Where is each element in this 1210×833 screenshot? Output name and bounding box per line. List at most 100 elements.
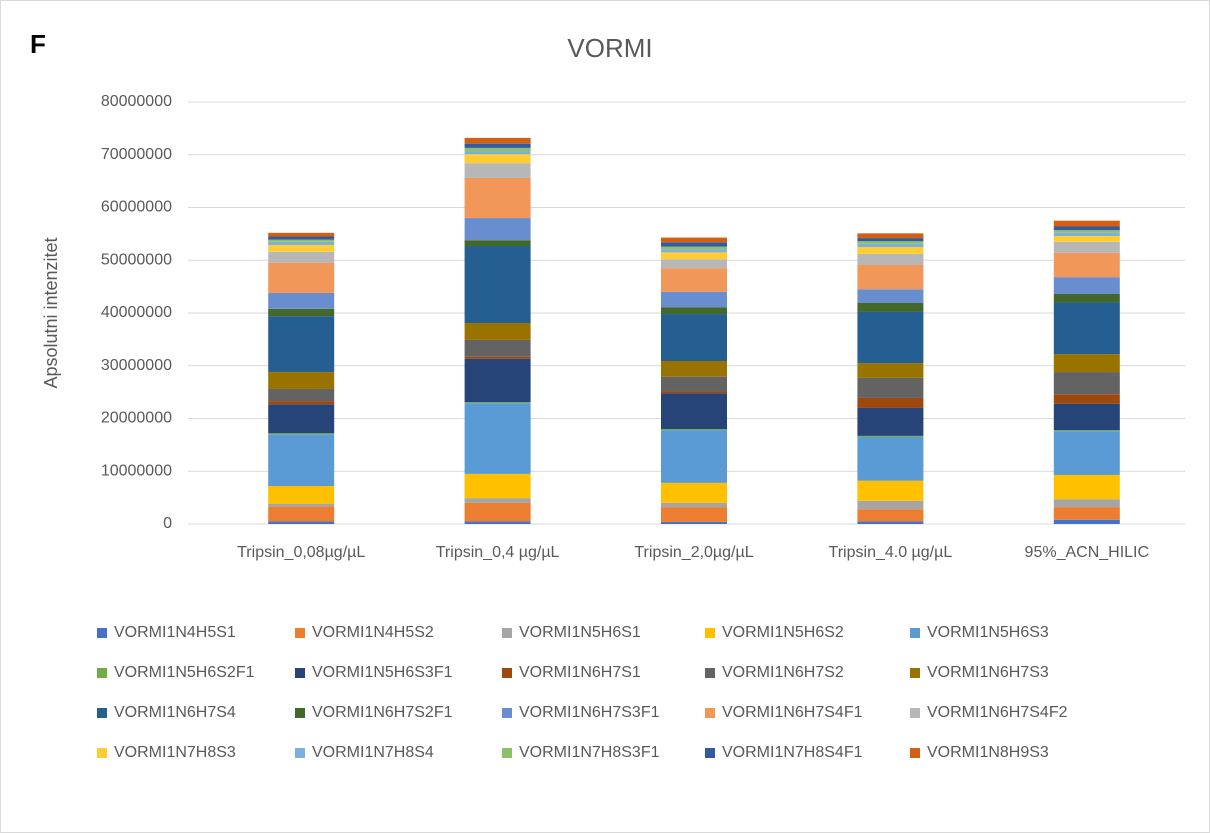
- chart-title: VORMI: [567, 33, 652, 63]
- bar-segment: [857, 289, 924, 303]
- bar-segment: [1053, 431, 1120, 475]
- bar-segment: [857, 247, 924, 254]
- bar-segment: [1053, 252, 1120, 278]
- x-tick-label: Tripsin_0,4 µg/µL: [436, 544, 560, 561]
- bar-segment: [661, 502, 727, 508]
- legend-swatch: [910, 628, 920, 638]
- bar-segment: [661, 482, 727, 503]
- legend-label: VORMI1N6H7S1: [519, 664, 641, 681]
- legend-swatch: [910, 708, 920, 718]
- bar-segment: [857, 377, 924, 398]
- legend-label: VORMI1N5H6S2: [722, 624, 844, 641]
- bar-segment: [661, 507, 727, 522]
- legend-label: VORMI1N6H7S4: [114, 704, 236, 721]
- legend-swatch: [97, 748, 107, 758]
- bar-segment: [464, 246, 531, 324]
- x-tick-label: 95%_ACN_HILIC: [1025, 544, 1150, 561]
- bar-segment: [268, 232, 335, 237]
- bar-segment: [661, 307, 727, 315]
- bar-segment: [661, 252, 727, 260]
- legend-label: VORMI1N4H5S1: [114, 624, 236, 641]
- bar-segment: [464, 163, 531, 178]
- legend-label: VORMI1N7H8S3: [114, 744, 236, 761]
- y-tick-label: 20000000: [101, 410, 172, 427]
- legend-swatch: [705, 668, 715, 678]
- bar-segment: [464, 240, 531, 247]
- bar-segment: [1053, 403, 1120, 431]
- bar-segment: [661, 268, 727, 292]
- legend-swatch: [295, 748, 305, 758]
- legend-swatch: [502, 708, 512, 718]
- bar-segment: [1053, 235, 1120, 242]
- bar-segment: [464, 137, 531, 144]
- legend-label: VORMI1N5H6S3F1: [312, 664, 453, 681]
- legend-label: VORMI1N6H7S4F1: [722, 704, 863, 721]
- legend-label: VORMI1N7H8S4F1: [722, 744, 863, 761]
- bar-segment: [857, 500, 924, 510]
- bar-segment: [1053, 220, 1120, 227]
- legend-swatch: [97, 628, 107, 638]
- bar-segment: [268, 262, 335, 293]
- bar-segment: [268, 486, 335, 504]
- bar-segment: [857, 407, 924, 436]
- bar-segment: [464, 502, 531, 522]
- bar-segment: [1053, 394, 1120, 404]
- bar-segment: [857, 241, 924, 244]
- legend-label: VORMI1N4H5S2: [312, 624, 434, 641]
- bar-segment: [268, 433, 335, 435]
- bar-segment: [857, 253, 924, 265]
- bar-segment: [464, 403, 531, 474]
- legend-swatch: [502, 628, 512, 638]
- bar-segment: [268, 503, 335, 507]
- bar-segment: [857, 233, 924, 239]
- bar-segment: [1053, 354, 1120, 373]
- bar-segment: [661, 259, 727, 269]
- x-tick-label: Tripsin_2,0µg/µL: [634, 544, 753, 561]
- bar-segment: [1053, 294, 1120, 303]
- bar-segment: [1053, 277, 1120, 295]
- bar-segment: [857, 480, 924, 501]
- legend-swatch: [910, 748, 920, 758]
- y-tick-label: 70000000: [101, 146, 172, 163]
- bar-segment: [857, 243, 924, 248]
- bar-segment: [1053, 372, 1120, 395]
- legend-swatch: [97, 668, 107, 678]
- bar-segment: [857, 509, 924, 522]
- legend-label: VORMI1N6H7S2: [722, 664, 844, 681]
- y-tick-label: 40000000: [101, 304, 172, 321]
- legend-swatch: [295, 708, 305, 718]
- bar-segment: [268, 241, 335, 245]
- legend-swatch: [705, 628, 715, 638]
- legend-swatch: [502, 748, 512, 758]
- bar-segment: [464, 177, 531, 219]
- bar-segment: [1053, 499, 1120, 508]
- legend-swatch: [97, 708, 107, 718]
- y-tick-label: 80000000: [101, 93, 172, 110]
- bar-segment: [857, 238, 924, 242]
- bar-segment: [268, 521, 335, 524]
- legend-label: VORMI1N5H6S3: [927, 624, 1049, 641]
- bar-segment: [464, 218, 531, 241]
- bar-segment: [661, 291, 727, 308]
- bar-segment: [464, 323, 531, 340]
- bar-segment: [661, 376, 727, 392]
- bar-segment: [464, 151, 531, 155]
- bar-segment: [661, 391, 727, 394]
- bar-segment: [464, 358, 531, 403]
- legend-label: VORMI1N6H7S4F2: [927, 704, 1068, 721]
- y-tick-label: 50000000: [101, 251, 172, 268]
- legend-swatch: [295, 628, 305, 638]
- legend-label: VORMI1N6H7S2F1: [312, 704, 453, 721]
- bar-segment: [268, 388, 335, 402]
- x-tick-label: Tripsin_0,08µg/µL: [237, 544, 365, 561]
- y-tick-label: 0: [163, 515, 172, 532]
- bar-segment: [661, 237, 727, 243]
- bar-segment: [661, 429, 727, 431]
- bar-segment: [268, 292, 335, 309]
- bar-segment: [268, 506, 335, 522]
- bar-segment: [464, 143, 531, 148]
- bar-segment: [464, 339, 531, 357]
- bar-segment: [464, 402, 531, 404]
- bar-segment: [857, 302, 924, 312]
